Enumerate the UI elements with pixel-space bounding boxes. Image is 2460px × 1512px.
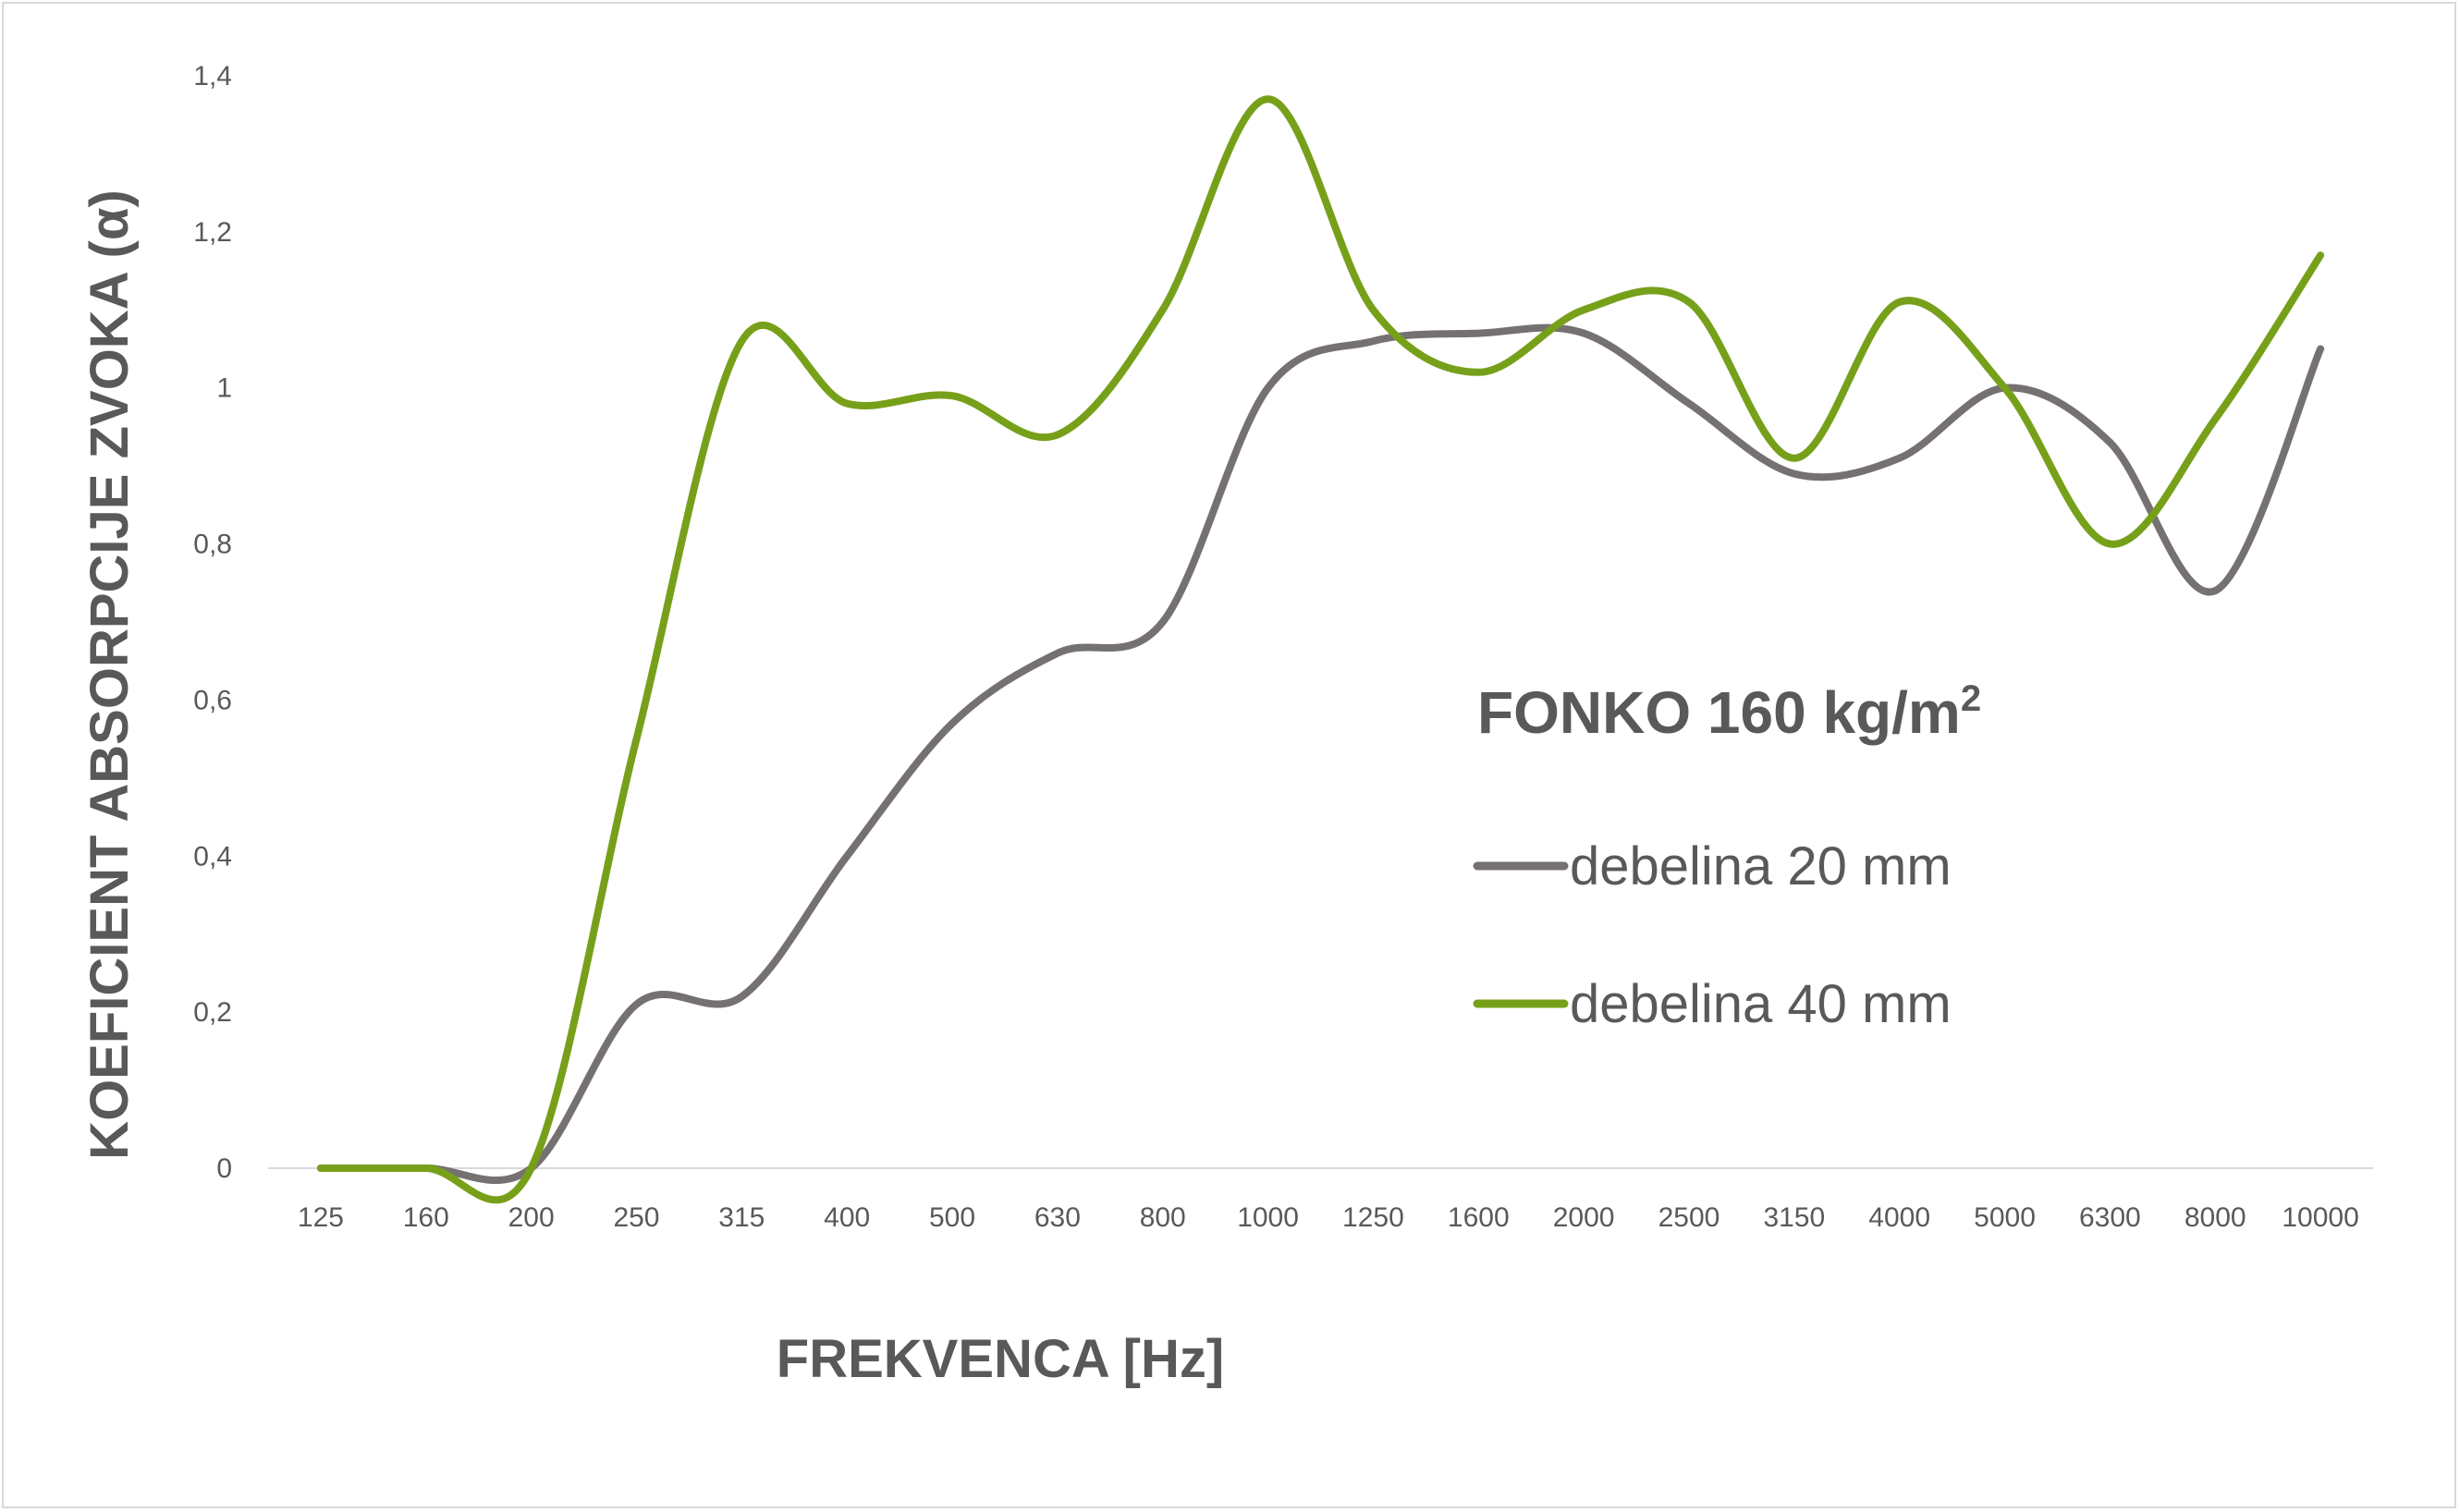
x-tick-label: 2000 [1553, 1202, 1615, 1233]
legend: FONKO 160 kg/m2 debelina 20 mm debelina … [1473, 678, 1981, 1034]
legend-label-20mm: debelina 20 mm [1570, 836, 1952, 896]
x-axis-title: FREKVENCA [Hz] [777, 1329, 1224, 1389]
x-tick-label: 1600 [1448, 1202, 1510, 1233]
x-tick-label: 630 [1034, 1202, 1081, 1233]
x-tick-label: 2500 [1658, 1202, 1720, 1233]
y-tick-label: 0,2 [193, 997, 232, 1028]
x-tick-label: 250 [613, 1202, 659, 1233]
x-axis-ticks: 125 160 200 250 315 400 500 630 800 1000 1250 1600 2… [298, 1202, 2359, 1233]
legend-label-40mm: debelina 40 mm [1570, 974, 1952, 1034]
legend-title-superscript: 2 [1961, 678, 1981, 719]
x-tick-label: 3150 [1763, 1202, 1825, 1233]
series-lines [316, 95, 2325, 1204]
y-tick-label: 1 [216, 373, 232, 404]
x-tick-label: 125 [298, 1202, 344, 1233]
x-tick-label: 200 [508, 1202, 555, 1233]
x-tick-label: 1250 [1342, 1202, 1404, 1233]
x-tick-label: 315 [718, 1202, 765, 1233]
x-tick-label: 1000 [1237, 1202, 1299, 1233]
x-tick-label: 5000 [1974, 1202, 2036, 1233]
legend-title-text: FONKO 160 kg/m [1477, 679, 1961, 746]
x-tick-label: 160 [403, 1202, 449, 1233]
legend-title: FONKO 160 kg/m2 [1477, 678, 1981, 746]
y-tick-label: 0 [216, 1153, 232, 1184]
y-axis-title: KOEFICIENT ABSORPCIJE ZVOKA (α) [80, 189, 140, 1160]
x-tick-label: 4000 [1868, 1202, 1930, 1233]
y-tick-label: 1,2 [193, 217, 232, 248]
series-line-0 [316, 323, 2325, 1185]
y-axis-ticks: 0 0,2 0,4 0,6 0,8 1 1,2 1,4 [193, 61, 232, 1184]
series-line-1 [316, 95, 2325, 1204]
y-tick-label: 0,6 [193, 685, 232, 715]
x-tick-label: 8000 [2185, 1202, 2246, 1233]
x-tick-label: 800 [1140, 1202, 1186, 1233]
y-tick-label: 0,4 [193, 841, 232, 872]
x-tick-label: 500 [929, 1202, 975, 1233]
y-tick-label: 0,8 [193, 530, 232, 560]
x-tick-label: 10000 [2282, 1202, 2358, 1233]
y-tick-label: 1,4 [193, 61, 232, 91]
x-tick-label: 6300 [2079, 1202, 2141, 1233]
x-tick-label: 400 [824, 1202, 870, 1233]
